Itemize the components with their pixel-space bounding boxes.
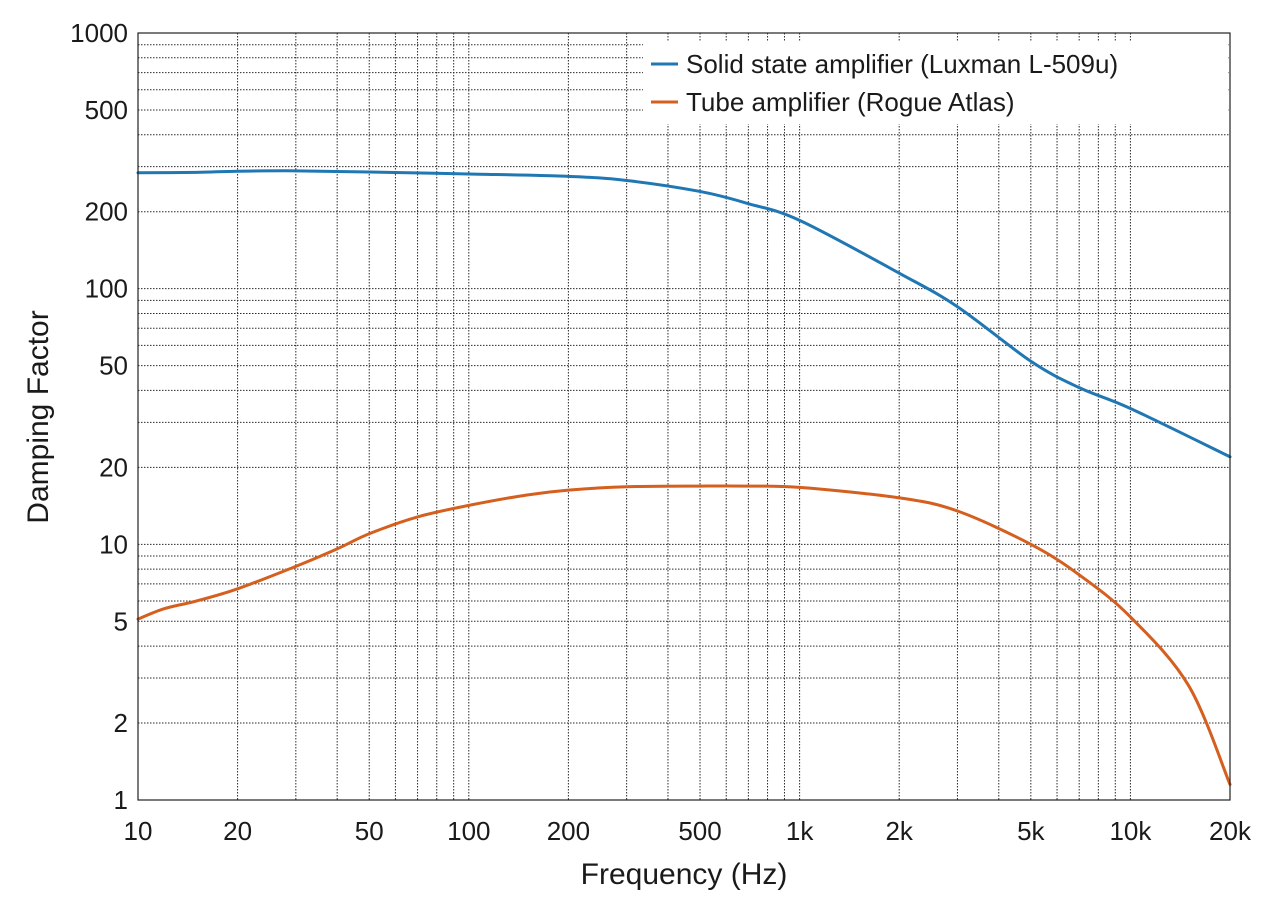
y-axis-title: Damping Factor	[22, 310, 55, 523]
y-tick-label: 50	[99, 351, 128, 381]
y-tick-label: 100	[85, 274, 128, 304]
x-axis-title: Frequency (Hz)	[581, 858, 788, 891]
legend-label-2: Tube amplifier (Rogue Atlas)	[686, 87, 1015, 117]
series-line-2	[136, 484, 1232, 786]
y-tick-label: 2	[114, 708, 128, 738]
y-tick-label: 20	[99, 452, 128, 482]
legend-label-1: Solid state amplifier (Luxman L-509u)	[686, 49, 1118, 79]
x-tick-labels: 10 20 50 100 200 500 1k 2k 5k 10k 20k	[124, 816, 1252, 846]
x-tick-label: 50	[355, 816, 384, 846]
x-tick-label: 20k	[1209, 816, 1252, 846]
y-tick-label: 200	[85, 197, 128, 227]
x-tick-label: 500	[678, 816, 721, 846]
x-tick-label: 1k	[786, 816, 814, 846]
x-tick-label: 10	[124, 816, 153, 846]
y-tick-label: 1	[114, 785, 128, 815]
x-tick-label: 5k	[1017, 816, 1045, 846]
y-tick-labels: 1 2 5 10 20 50 100 200 500 1000	[70, 18, 128, 815]
x-tick-label: 100	[447, 816, 490, 846]
legend-box	[643, 41, 1228, 124]
plot-frame	[137, 32, 1231, 801]
series-lines	[136, 169, 1232, 786]
x-tick-label: 2k	[885, 816, 913, 846]
series-line-1	[136, 169, 1232, 459]
y-tick-label: 500	[85, 95, 128, 125]
y-tick-label: 5	[114, 606, 128, 636]
x-tick-label: 10k	[1109, 816, 1152, 846]
x-tick-label: 20	[223, 816, 252, 846]
legend: Solid state amplifier (Luxman L-509u) Tub…	[643, 41, 1228, 124]
y-tick-label: 10	[99, 529, 128, 559]
y-tick-label: 1000	[70, 18, 128, 48]
x-tick-label: 200	[547, 816, 590, 846]
